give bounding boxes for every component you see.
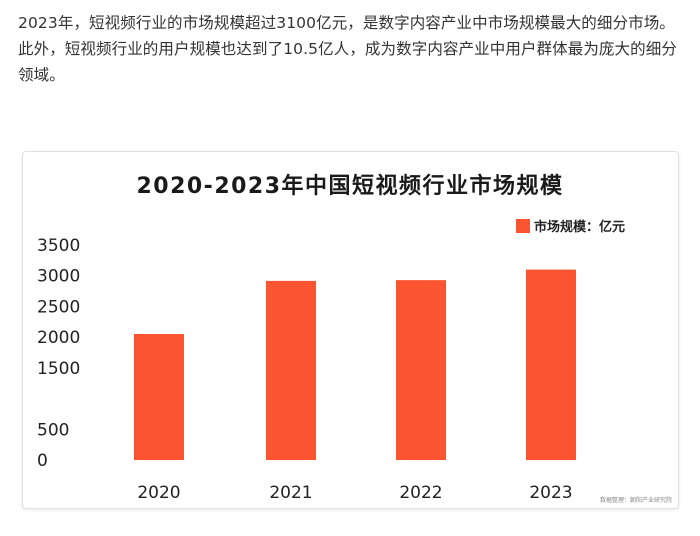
x-tick-label-2022: 2022 [399, 483, 442, 503]
y-tick-label: 0 [37, 451, 48, 471]
y-tick-label: 2500 [37, 297, 80, 317]
y-tick-label: 2000 [37, 328, 80, 348]
x-tick-label-2021: 2021 [269, 483, 312, 503]
legend: 市场规模：亿元 [516, 219, 625, 235]
x-axis-labels: 2020 2021 2022 2023 [137, 483, 572, 503]
article-paragraph: 2023年，短视频行业的市场规模超过3100亿元，是数字内容产业中市场规模最大的… [18, 14, 677, 84]
bar-2023 [526, 269, 576, 460]
legend-label: 市场规模：亿元 [534, 219, 625, 235]
bars [134, 269, 576, 460]
y-tick-label: 3500 [37, 236, 80, 256]
x-tick-label-2020: 2020 [137, 483, 180, 503]
chart-title: 2020-2023年中国短视频行业市场规模 [136, 173, 563, 199]
bar-2021 [266, 280, 316, 460]
x-tick-label-2023: 2023 [529, 483, 572, 503]
bar-2022 [396, 280, 446, 460]
y-tick-label: 1500 [37, 359, 80, 379]
y-axis-ticks: 0 500 1500 2000 2500 3000 3500 [37, 236, 80, 471]
source-note: 数据整理：朝阳产业研究院 [599, 497, 672, 504]
chart-card: 2020-2023年中国短视频行业市场规模 市场规模：亿元 0 500 1500 20… [22, 151, 679, 509]
y-tick-label: 3000 [37, 267, 80, 287]
y-tick-label: 500 [37, 420, 69, 440]
bar-2020 [134, 334, 184, 460]
bar-chart: 2020-2023年中国短视频行业市场规模 市场规模：亿元 0 500 1500 20… [37, 173, 625, 503]
legend-swatch [516, 219, 530, 233]
